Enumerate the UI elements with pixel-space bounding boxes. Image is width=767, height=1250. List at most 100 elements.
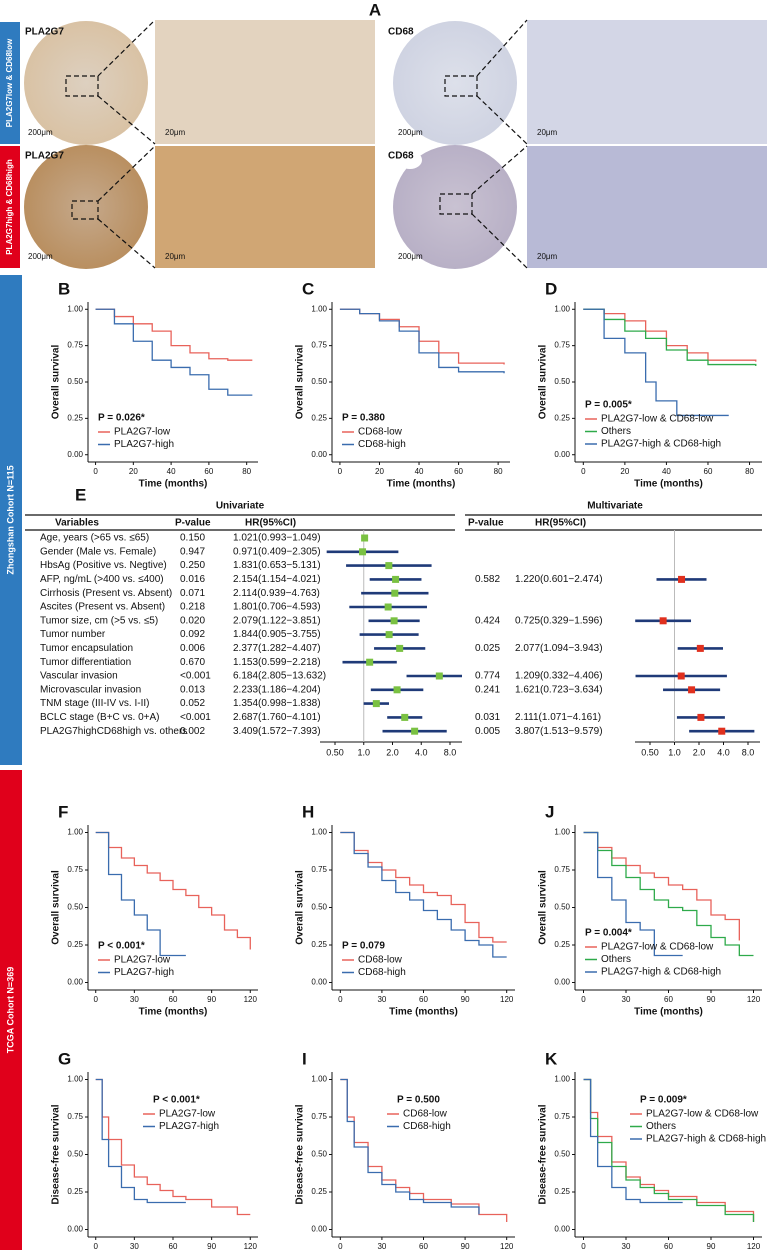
survival-curve <box>583 831 754 957</box>
stain-label: PLA2G7 <box>25 27 64 38</box>
x-tick-label: 2.0 <box>693 747 706 757</box>
x-tick-label: 60 <box>204 467 213 476</box>
y-tick-label: 1.00 <box>554 304 570 313</box>
hr-point <box>435 672 443 680</box>
x-axis-label: Time (months) <box>634 479 703 490</box>
zoom-image <box>155 146 375 268</box>
x-tick-label: 30 <box>130 995 139 1004</box>
hr-ci: 1.220(0.601−2.474) <box>515 574 603 585</box>
x-tick-label: 120 <box>244 1242 258 1250</box>
legend-label: PLA2G7-high & CD68-high <box>601 967 721 978</box>
p-value: 0.020 <box>180 615 205 626</box>
y-tick-label: 0.25 <box>67 413 83 422</box>
p-value: <0.001 <box>180 671 211 682</box>
hr-point <box>361 534 369 542</box>
hr-point <box>366 658 374 666</box>
legend-label: PLA2G7-high & CD68-high <box>601 439 721 450</box>
legend-label: PLA2G7-high <box>159 1121 219 1132</box>
survival-curve <box>583 831 740 941</box>
hr-ci: 2.114(0.939−4.763) <box>233 588 320 599</box>
p-value: 0.031 <box>475 712 500 723</box>
scale-label: 20μm <box>537 128 558 137</box>
hr-ci: 1.153(0.599−2.218) <box>233 657 321 668</box>
p-value: P < 0.001* <box>98 941 145 952</box>
scale-label: 20μm <box>537 252 558 261</box>
zoom-lines <box>65 19 528 269</box>
y-tick-label: 0.25 <box>311 413 327 422</box>
y-tick-label: 0.75 <box>554 865 570 874</box>
x-tick-label: 60 <box>169 1242 178 1250</box>
panel-letter: A <box>369 0 381 19</box>
hr-ci: 2.687(1.760−4.101) <box>233 712 321 723</box>
stain-label: CD68 <box>388 27 414 38</box>
legend-label: PLA2G7-low <box>159 1109 216 1120</box>
x-tick-label: 120 <box>244 995 258 1004</box>
p-value: 0.092 <box>180 629 205 640</box>
panel-letter: D <box>545 279 557 298</box>
y-tick-label: 0.75 <box>67 341 83 350</box>
row-label: PLA2G7low & CD68low <box>5 38 14 127</box>
x-tick-label: 90 <box>461 1242 470 1250</box>
x-tick-label: 8.0 <box>742 747 755 757</box>
column-header: HR(95%CI) <box>245 518 296 529</box>
legend-label: CD68-low <box>403 1109 448 1120</box>
legend-label: CD68-high <box>403 1121 451 1132</box>
scale-label: 20μm <box>165 128 186 137</box>
hr-ci: 6.184(2.805−13.632) <box>233 671 326 682</box>
hr-ci: 1.209(0.332−4.406) <box>515 671 603 682</box>
hr-ci: 1.844(0.905−3.755) <box>233 629 321 640</box>
y-tick-label: 0.50 <box>554 377 570 386</box>
zoom-image <box>527 146 767 268</box>
hr-ci: 3.807(1.513−9.579) <box>515 726 603 737</box>
survival-curve <box>339 308 505 365</box>
y-tick-label: 0.25 <box>311 940 327 949</box>
p-value: 0.052 <box>180 698 205 709</box>
y-tick-label: 0.25 <box>67 940 83 949</box>
p-value: 0.582 <box>475 574 500 585</box>
hr-point <box>391 589 399 597</box>
x-tick-label: 120 <box>500 1242 514 1250</box>
p-value: 0.013 <box>180 684 205 695</box>
hr-point <box>401 713 409 721</box>
panel-letter: G <box>58 1049 71 1068</box>
hr-point <box>688 686 696 694</box>
variable: Tumor encapsulation <box>40 643 133 654</box>
ihc-images <box>0 19 767 269</box>
x-tick-label: 0 <box>581 1242 586 1250</box>
column-header: HR(95%CI) <box>535 518 586 529</box>
y-axis-label: Overall survival <box>538 345 549 420</box>
x-tick-label: 4.0 <box>717 747 730 757</box>
y-tick-label: 1.00 <box>67 828 83 837</box>
x-tick-label: 90 <box>707 1242 716 1250</box>
x-tick-label: 120 <box>747 1242 761 1250</box>
variable: AFP, ng/mL (>400 vs. ≤400) <box>40 574 164 585</box>
legend-label: PLA2G7-low & CD68-low <box>601 942 714 953</box>
y-axis-label: Overall survival <box>295 345 306 420</box>
x-tick-label: 30 <box>377 995 386 1004</box>
x-tick-label: 0 <box>338 1242 343 1250</box>
legend-label: CD68-low <box>358 427 403 438</box>
x-tick-label: 80 <box>745 467 754 476</box>
x-tick-label: 90 <box>461 995 470 1004</box>
hr-point <box>359 548 367 556</box>
y-tick-label: 0.00 <box>554 978 570 987</box>
y-tick-label: 0.25 <box>554 1187 570 1196</box>
variable: Cirrhosis (Present vs. Absent) <box>40 588 172 599</box>
p-value: P = 0.026* <box>98 413 145 424</box>
hr-point <box>678 575 686 583</box>
y-tick-label: 0.25 <box>554 940 570 949</box>
x-tick-label: 40 <box>415 467 424 476</box>
row-label-box <box>0 146 20 268</box>
y-tick-label: 0.00 <box>67 450 83 459</box>
hr-point <box>696 644 704 652</box>
survival-curve <box>95 831 251 950</box>
x-tick-label: 60 <box>664 995 673 1004</box>
y-tick-label: 1.00 <box>554 828 570 837</box>
x-tick-label: 8.0 <box>444 747 457 757</box>
y-tick-label: 0.75 <box>311 865 327 874</box>
x-tick-label: 90 <box>707 995 716 1004</box>
zoom-image <box>155 20 375 144</box>
column-header: P-value <box>175 518 211 529</box>
x-axis-label: Time (months) <box>634 1007 703 1018</box>
y-axis-label: Disease-free survival <box>295 1104 306 1204</box>
